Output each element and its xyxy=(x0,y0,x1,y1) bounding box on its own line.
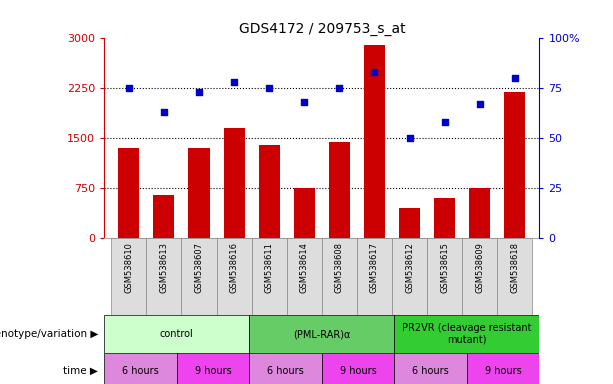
Point xyxy=(510,75,520,81)
Bar xyxy=(287,238,322,315)
Point xyxy=(440,119,449,125)
Bar xyxy=(216,238,251,315)
Bar xyxy=(153,195,175,238)
Bar xyxy=(504,92,525,238)
Title: GDS4172 / 209753_s_at: GDS4172 / 209753_s_at xyxy=(238,22,405,36)
Bar xyxy=(427,238,462,315)
Point xyxy=(159,109,169,115)
Bar xyxy=(394,315,539,353)
Bar xyxy=(294,188,315,238)
Text: genotype/variation ▶: genotype/variation ▶ xyxy=(0,329,98,339)
Bar xyxy=(497,238,533,315)
Bar xyxy=(364,45,385,238)
Bar xyxy=(434,198,455,238)
Point xyxy=(194,89,204,95)
Text: GSM538617: GSM538617 xyxy=(370,242,379,293)
Point xyxy=(370,69,379,75)
Text: 9 hours: 9 hours xyxy=(485,366,522,376)
Text: PR2VR (cleavage resistant
mutant): PR2VR (cleavage resistant mutant) xyxy=(402,323,531,345)
Text: 6 hours: 6 hours xyxy=(413,366,449,376)
Text: (PML-RAR)α: (PML-RAR)α xyxy=(293,329,351,339)
Bar xyxy=(118,148,139,238)
Text: 9 hours: 9 hours xyxy=(195,366,231,376)
Bar xyxy=(147,238,181,315)
Text: time ▶: time ▶ xyxy=(63,366,98,376)
Bar xyxy=(394,353,467,384)
Point xyxy=(405,135,414,141)
Text: GSM538616: GSM538616 xyxy=(230,242,238,293)
Bar xyxy=(357,238,392,315)
Bar xyxy=(249,353,322,384)
Text: 9 hours: 9 hours xyxy=(340,366,376,376)
Point xyxy=(475,101,485,108)
Bar xyxy=(104,315,249,353)
Bar xyxy=(392,238,427,315)
Bar xyxy=(322,238,357,315)
Bar xyxy=(181,238,216,315)
Bar xyxy=(329,142,350,238)
Point xyxy=(124,85,134,91)
Bar xyxy=(177,353,249,384)
Bar xyxy=(259,145,280,238)
Text: GSM538608: GSM538608 xyxy=(335,242,344,293)
Text: GSM538610: GSM538610 xyxy=(124,242,133,293)
Bar xyxy=(188,148,210,238)
Bar xyxy=(249,315,394,353)
Point xyxy=(335,85,345,91)
Text: GSM538614: GSM538614 xyxy=(300,242,309,293)
Text: GSM538612: GSM538612 xyxy=(405,242,414,293)
Text: GSM538615: GSM538615 xyxy=(440,242,449,293)
Bar xyxy=(462,238,497,315)
Point xyxy=(299,99,309,105)
Point xyxy=(264,85,274,91)
Bar xyxy=(322,353,394,384)
Bar xyxy=(251,238,287,315)
Text: GSM538611: GSM538611 xyxy=(265,242,273,293)
Text: GSM538613: GSM538613 xyxy=(159,242,169,293)
Bar xyxy=(469,188,490,238)
Text: GSM538618: GSM538618 xyxy=(511,242,519,293)
Bar xyxy=(224,128,245,238)
Text: GSM538609: GSM538609 xyxy=(475,242,484,293)
Bar xyxy=(399,208,420,238)
Point xyxy=(229,79,239,85)
Bar xyxy=(467,353,539,384)
Text: 6 hours: 6 hours xyxy=(267,366,304,376)
Bar xyxy=(111,238,147,315)
Text: 6 hours: 6 hours xyxy=(122,366,159,376)
Text: GSM538607: GSM538607 xyxy=(194,242,204,293)
Bar xyxy=(104,353,177,384)
Text: control: control xyxy=(160,329,194,339)
